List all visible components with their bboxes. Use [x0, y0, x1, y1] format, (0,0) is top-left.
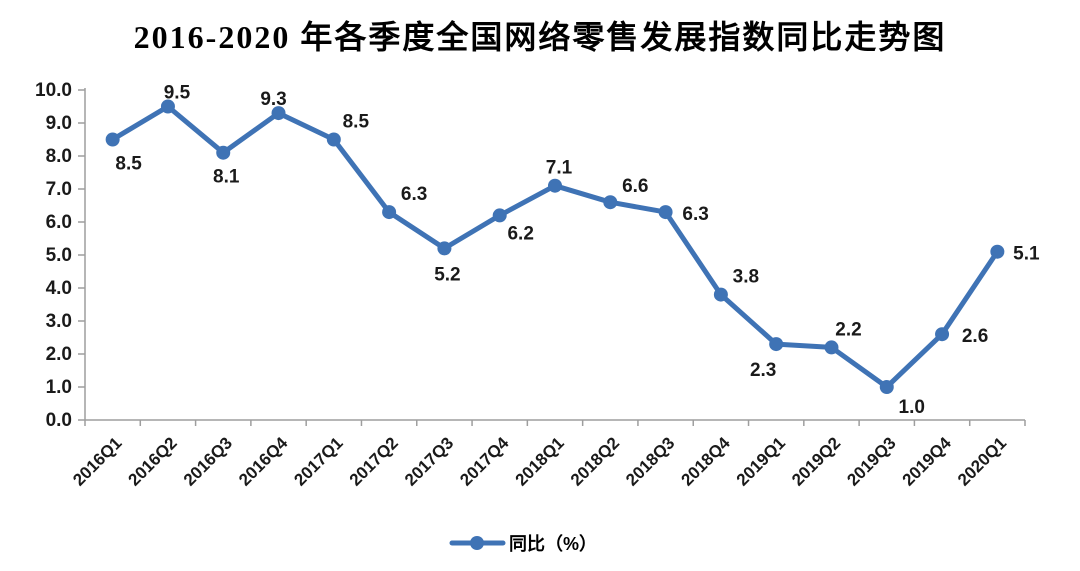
data-label: 6.3 [682, 204, 708, 225]
legend-label: 同比（%） [509, 534, 597, 554]
y-tick-label: 8.0 [46, 146, 72, 167]
y-tick-label: 5.0 [46, 245, 72, 266]
x-tick-label: 2018Q3 [622, 433, 678, 489]
data-point [492, 208, 507, 223]
data-point [935, 327, 950, 342]
x-tick-label: 2019Q3 [843, 433, 899, 489]
x-tick-label: 2019Q2 [788, 433, 844, 489]
data-label: 2.2 [835, 319, 861, 340]
data-point [105, 132, 120, 147]
y-tick-label: 4.0 [46, 278, 72, 299]
chart-title: 2016-2020 年各季度全国网络零售发展指数同比走势图 [133, 19, 947, 55]
data-label: 1.0 [899, 397, 925, 418]
data-label: 9.5 [164, 83, 191, 104]
y-tick-label: 6.0 [46, 212, 72, 233]
data-label: 6.3 [401, 184, 427, 205]
data-label: 2.6 [962, 326, 988, 347]
series-line [110, 104, 1000, 390]
x-tick-label: 2019Q1 [733, 433, 789, 489]
data-label: 5.2 [434, 264, 460, 285]
data-label: 8.1 [213, 167, 240, 188]
x-tick-label: 2018Q1 [512, 433, 568, 489]
data-label: 9.3 [260, 89, 286, 110]
legend-marker [470, 536, 484, 550]
x-tick-label: 2018Q2 [567, 433, 623, 489]
data-point [437, 241, 452, 256]
data-point [326, 132, 341, 147]
data-label: 8.5 [343, 112, 370, 133]
y-tick-label: 1.0 [46, 377, 72, 398]
x-tick-label: 2016Q2 [125, 433, 181, 489]
x-tick-label: 2016Q4 [235, 433, 292, 490]
y-tick-label: 0.0 [46, 410, 72, 431]
x-tick-label: 2019Q4 [899, 433, 956, 490]
data-point [548, 178, 562, 193]
data-label: 7.1 [546, 158, 573, 179]
data-point [879, 380, 894, 394]
x-tick-label: 2017Q2 [346, 433, 402, 489]
data-label: 6.6 [622, 176, 648, 197]
data-point [603, 195, 618, 210]
data-point [824, 340, 839, 355]
x-tick-label: 2017Q4 [456, 433, 513, 490]
x-tick-label: 2016Q1 [69, 433, 125, 489]
y-tick-label: 9.0 [46, 113, 72, 134]
x-tick-label: 2020Q1 [954, 433, 1010, 489]
x-tick-label: 2016Q3 [180, 433, 236, 489]
x-tick-label: 2018Q4 [677, 433, 734, 490]
data-point [769, 337, 784, 352]
data-point [658, 205, 673, 220]
y-tick-label: 10.0 [35, 80, 72, 101]
y-tick-label: 2.0 [46, 344, 72, 365]
data-point [271, 106, 286, 121]
x-tick-label: 2017Q1 [290, 433, 346, 489]
data-point [160, 99, 175, 114]
y-tick-label: 3.0 [46, 311, 72, 332]
data-point [990, 244, 1005, 259]
x-tick-label: 2017Q3 [401, 433, 457, 489]
data-label: 8.5 [115, 154, 142, 175]
data-point [713, 287, 728, 302]
data-label: 3.8 [733, 267, 759, 288]
data-label: 5.1 [1013, 244, 1040, 265]
y-tick-label: 7.0 [46, 179, 72, 200]
data-label: 6.2 [507, 223, 533, 244]
data-point [216, 145, 231, 160]
data-label: 2.3 [750, 360, 776, 381]
data-point [382, 205, 397, 220]
